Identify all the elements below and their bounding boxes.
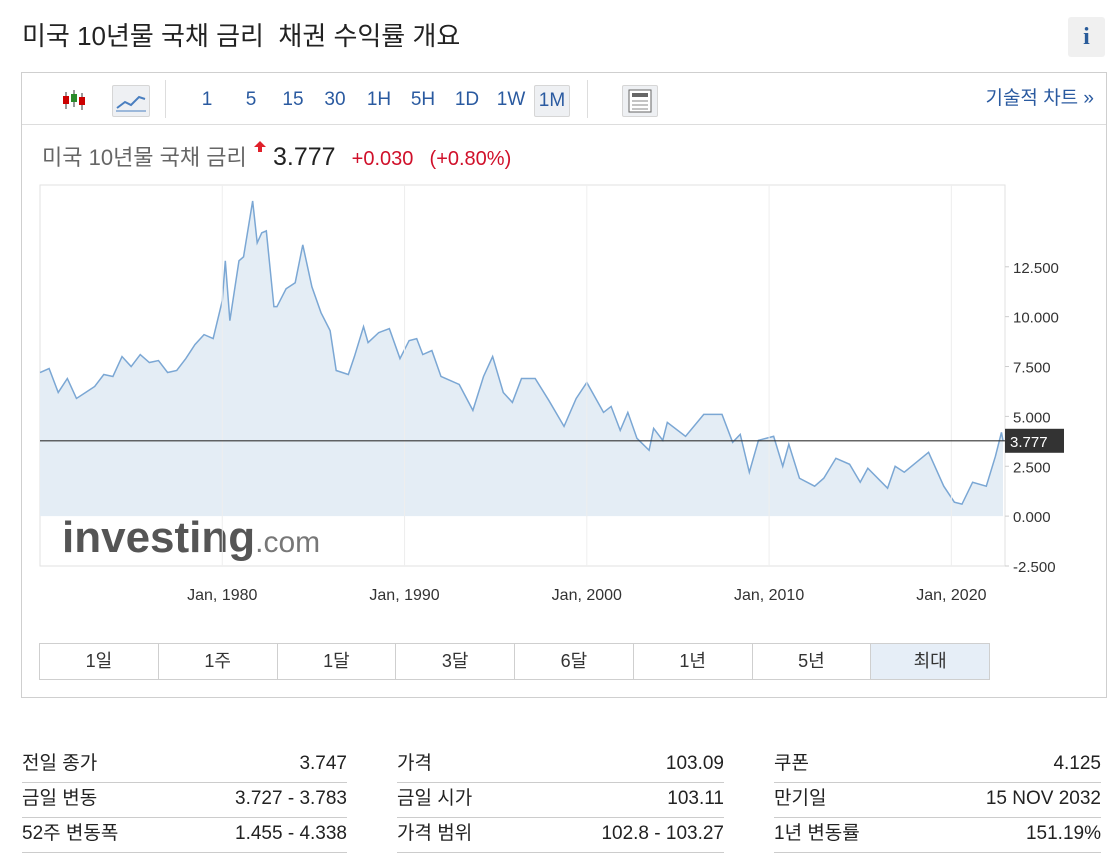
quote-price: 3.777 xyxy=(272,143,336,171)
stats-value: 1.455 - 4.338 xyxy=(235,823,347,844)
chart: investing.com -2.500 0.000 2.500 5.000 7.500 1… xyxy=(39,184,1064,604)
range-button[interactable]: 1달 xyxy=(278,644,397,679)
quote-change: +0.030 xyxy=(351,148,414,170)
stats-row: 쿠폰 4.125 xyxy=(774,748,1101,783)
stats-column: 쿠폰 4.125 만기일 15 NOV 2032 1년 변동률 151.19% xyxy=(774,748,1101,853)
y-tick-label: 2.500 xyxy=(1013,459,1051,476)
stats-value: 15 NOV 2032 xyxy=(985,788,1101,809)
line-icon xyxy=(116,95,146,112)
range-button[interactable]: 5년 xyxy=(753,644,872,679)
range-button[interactable]: 최대 xyxy=(871,644,989,679)
line xyxy=(39,200,1004,506)
stats-label: 52주 변동폭 xyxy=(22,823,119,844)
range-button[interactable]: 1년 xyxy=(634,644,753,679)
interval-button[interactable]: 1M xyxy=(534,85,570,117)
stats-row: 금일 시가 103.11 xyxy=(397,783,724,818)
x-tick-label: Jan, 2000 xyxy=(552,587,622,604)
stats-row: 가격 범위 102.8 - 103.27 xyxy=(397,818,724,853)
stats-label: 쿠폰 xyxy=(774,753,809,774)
stats-label: 가격 범위 xyxy=(397,823,473,844)
price-tag-label: 3.777 xyxy=(1010,434,1048,451)
stats-row: 전일 종가 3.747 xyxy=(22,748,347,783)
interval-button[interactable]: 1H xyxy=(366,89,392,110)
interval-button[interactable]: 1D xyxy=(454,89,480,110)
y-tick-label: 7.500 xyxy=(1013,360,1051,377)
interval-button[interactable]: 1 xyxy=(201,89,213,110)
interval-button[interactable]: 1W xyxy=(496,89,526,110)
separator xyxy=(165,80,166,118)
page-title: 미국 10년물 국채 금리 채권 수익률 개요 xyxy=(22,21,461,51)
stats-row: 가격 103.09 xyxy=(397,748,724,783)
y-tick-label: -2.500 xyxy=(1013,559,1056,576)
x-tick-label: Jan, 2010 xyxy=(734,587,804,604)
technical-chart-link[interactable]: 기술적 차트 » xyxy=(985,88,1094,109)
line-chart-button[interactable] xyxy=(112,85,150,117)
stats-value: 103.11 xyxy=(667,788,724,809)
x-tick-label: Jan, 2020 xyxy=(916,587,986,604)
stats-label: 전일 종가 xyxy=(22,753,98,774)
x-tick-label: Jan, 1980 xyxy=(187,587,257,604)
quote-change-pct: (+0.80%) xyxy=(429,148,512,170)
interval-button[interactable]: 30 xyxy=(324,89,346,110)
watermark-main: investing xyxy=(62,513,255,562)
stats-label: 금일 변동 xyxy=(22,788,98,809)
stats-column: 가격 103.09 금일 시가 103.11 가격 범위 102.8 - 103.27 xyxy=(397,748,724,853)
stats-value: 3.727 - 3.783 xyxy=(235,788,347,809)
toolbar: 기술적 차트 » 1 5 15 30 1H 5H 1D 1W 1M xyxy=(22,73,1106,125)
y-tick-label: 0.000 xyxy=(1013,509,1051,526)
y-tick-label: 5.000 xyxy=(1013,409,1051,426)
stats-column: 전일 종가 3.747 금일 변동 3.727 - 3.783 52주 변동폭 1.455… xyxy=(22,748,347,853)
stats-value: 4.125 xyxy=(1053,753,1101,774)
interval-button[interactable]: 5H xyxy=(410,89,436,110)
quote-name: 미국 10년물 국채 금리 xyxy=(42,145,247,170)
range-button[interactable]: 6달 xyxy=(515,644,634,679)
watermark-domain: .com xyxy=(255,526,320,559)
stats-row: 1년 변동률 151.19% xyxy=(774,818,1101,853)
layout-button[interactable] xyxy=(622,85,658,117)
interval-button[interactable]: 15 xyxy=(282,89,304,110)
watermark: investing.com xyxy=(62,513,320,562)
interval-button[interactable]: 5 xyxy=(245,89,257,110)
y-tick-label: 10.000 xyxy=(1013,310,1059,327)
stats-label: 가격 xyxy=(397,753,432,774)
stats-value: 3.747 xyxy=(299,753,347,774)
stats-value: 102.8 - 103.27 xyxy=(601,823,724,844)
quote-header: 미국 10년물 국채 금리 3.777 +0.030 (+0.80%) xyxy=(42,140,511,172)
info-button[interactable]: i xyxy=(1068,17,1105,57)
up-arrow xyxy=(253,141,266,152)
y-tick-label: 12.500 xyxy=(1013,260,1059,277)
stats-value: 151.19% xyxy=(1025,823,1101,844)
range-button[interactable]: 1일 xyxy=(40,644,159,679)
chart-panel xyxy=(21,72,1107,698)
range-selector: 1일 1주 1달 3달 6달 1년 5년 최대 xyxy=(39,643,990,680)
separator xyxy=(587,80,588,118)
stats-label: 금일 시가 xyxy=(397,788,473,809)
stats-label: 1년 변동률 xyxy=(774,823,860,844)
stats-value: 103.09 xyxy=(665,753,724,774)
candlestick-button[interactable] xyxy=(60,85,90,115)
layout-icon xyxy=(628,89,652,113)
stats-row: 만기일 15 NOV 2032 xyxy=(774,783,1101,818)
stats-row: 52주 변동폭 1.455 - 4.338 xyxy=(22,818,347,853)
stats-row: 금일 변동 3.727 - 3.783 xyxy=(22,783,347,818)
range-button[interactable]: 3달 xyxy=(396,644,515,679)
price-tag xyxy=(1005,428,1064,453)
stats-label: 만기일 xyxy=(774,788,827,809)
area xyxy=(40,200,1003,517)
x-tick-label: Jan, 1990 xyxy=(369,587,439,604)
range-button[interactable]: 1주 xyxy=(159,644,278,679)
candlestick-icon xyxy=(63,90,85,110)
